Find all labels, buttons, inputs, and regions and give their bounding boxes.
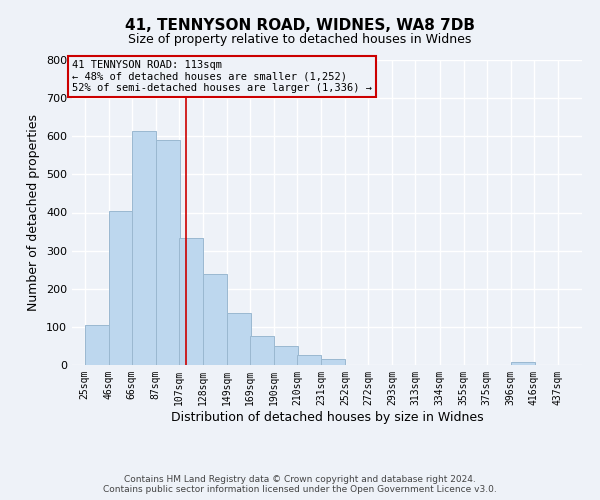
Text: Contains public sector information licensed under the Open Government Licence v3: Contains public sector information licen… [103, 484, 497, 494]
Bar [203, 274, 227, 365]
Bar [227, 313, 251, 365]
Y-axis label: Number of detached properties: Number of detached properties [28, 114, 40, 311]
Bar [511, 362, 535, 365]
X-axis label: Distribution of detached houses by size in Widnes: Distribution of detached houses by size … [170, 410, 484, 424]
Bar [85, 325, 109, 365]
Text: 41 TENNYSON ROAD: 113sqm
← 48% of detached houses are smaller (1,252)
52% of sem: 41 TENNYSON ROAD: 113sqm ← 48% of detach… [72, 60, 372, 93]
Bar [250, 336, 274, 365]
Bar [109, 212, 133, 365]
Bar [274, 346, 298, 365]
Bar [298, 356, 321, 365]
Bar [322, 360, 345, 365]
Text: 41, TENNYSON ROAD, WIDNES, WA8 7DB: 41, TENNYSON ROAD, WIDNES, WA8 7DB [125, 18, 475, 32]
Bar [132, 130, 155, 365]
Text: Contains HM Land Registry data © Crown copyright and database right 2024.: Contains HM Land Registry data © Crown c… [124, 476, 476, 484]
Bar [179, 238, 203, 365]
Bar [156, 140, 180, 365]
Text: Size of property relative to detached houses in Widnes: Size of property relative to detached ho… [128, 32, 472, 46]
